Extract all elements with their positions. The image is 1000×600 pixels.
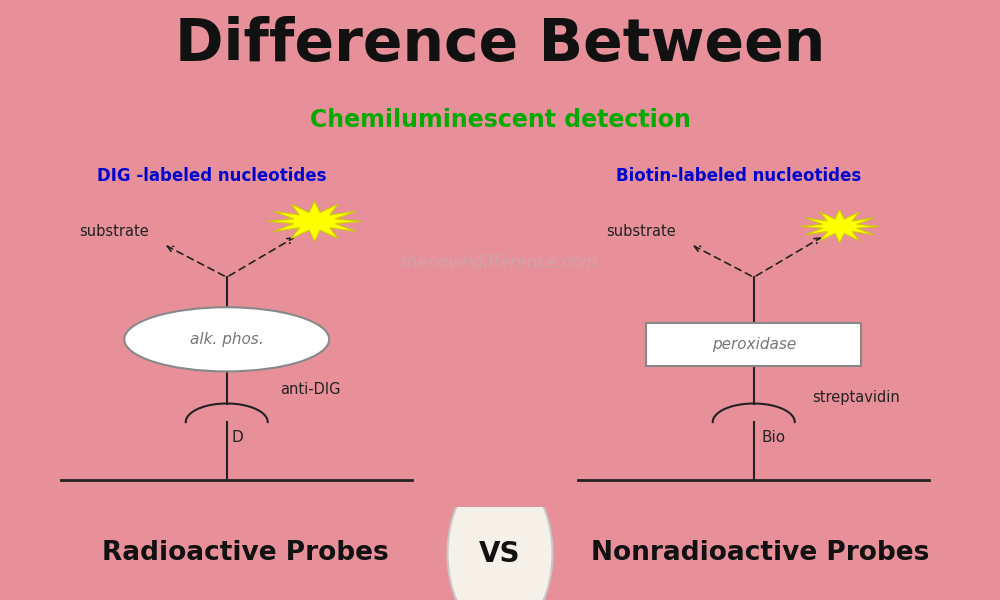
Text: Difference Between: Difference Between [175, 16, 825, 73]
Text: VS: VS [479, 539, 521, 568]
Text: substrate: substrate [80, 224, 149, 239]
Text: Chemiluminescent detection: Chemiluminescent detection [310, 108, 690, 132]
Text: Radioactive Probes: Radioactive Probes [102, 541, 388, 566]
Text: substrate: substrate [607, 224, 676, 239]
Text: D: D [232, 430, 243, 445]
Text: thenoveldifference.com: thenoveldifference.com [401, 254, 599, 272]
Text: alk. phos.: alk. phos. [190, 332, 264, 347]
Text: Bio: Bio [762, 430, 786, 445]
Text: Biotin-labeled nucleotides: Biotin-labeled nucleotides [616, 167, 862, 185]
Ellipse shape [448, 470, 552, 600]
Text: anti-DIG: anti-DIG [280, 382, 341, 397]
Polygon shape [801, 210, 879, 243]
FancyBboxPatch shape [646, 323, 861, 366]
Text: streptavidin: streptavidin [812, 390, 900, 405]
Polygon shape [268, 202, 361, 241]
Ellipse shape [124, 307, 329, 371]
Text: DIG -labeled nucleotides: DIG -labeled nucleotides [97, 167, 327, 185]
Text: peroxidase: peroxidase [712, 337, 796, 352]
Text: Nonradioactive Probes: Nonradioactive Probes [591, 541, 929, 566]
